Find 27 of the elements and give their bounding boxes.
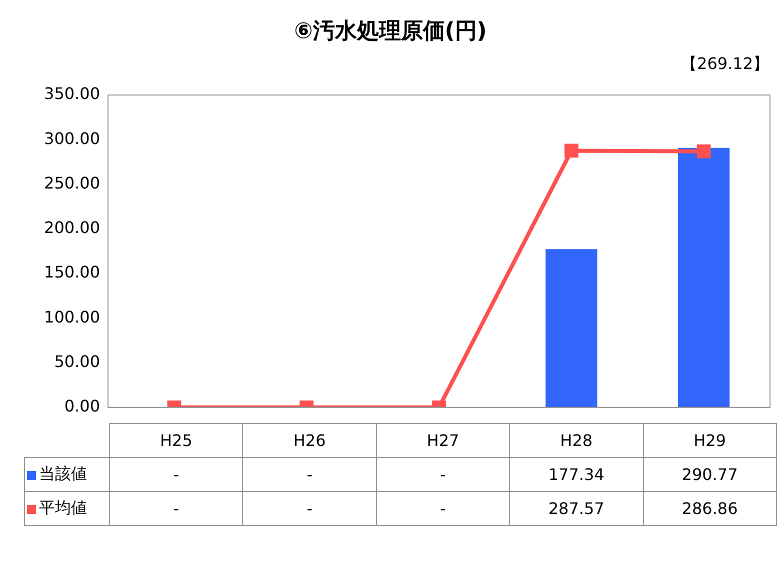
data-label: -: [376, 492, 510, 526]
text: -: [173, 465, 180, 484]
data-label: -: [242, 492, 376, 526]
y-tick-label: 150.00: [44, 262, 100, 282]
x-tick-label: H28: [510, 424, 644, 458]
chart-title: ⑥汚水処理原価(円): [293, 18, 488, 46]
x-tick-label: H27: [376, 424, 510, 458]
y-tick-label: 250.00: [44, 173, 100, 192]
y-tick-label: 300.00: [44, 128, 100, 148]
data-label: 286.86: [643, 492, 776, 526]
text: 【269.12】: [681, 54, 769, 75]
data-label: 287.57: [510, 492, 644, 526]
y-tick-label: 0.00: [64, 396, 100, 416]
y-tick-label: 50.00: [54, 352, 100, 371]
data-label: 177.34: [510, 458, 644, 492]
x-tick-label: H29: [643, 424, 776, 458]
data-label: 290.77: [643, 458, 776, 492]
text: -: [306, 465, 312, 484]
legend-label: 当該値: [24, 458, 110, 492]
x-tick-label: H26: [242, 424, 376, 458]
legend-label: 平均値: [24, 492, 110, 526]
y-tick-label: 200.00: [44, 218, 100, 238]
data-label: -: [110, 492, 243, 526]
y-tick-label: 100.00: [44, 307, 100, 326]
text: -: [440, 465, 446, 484]
x-tick-label: H25: [110, 424, 243, 458]
y-tick-label: 350.00: [44, 84, 100, 104]
